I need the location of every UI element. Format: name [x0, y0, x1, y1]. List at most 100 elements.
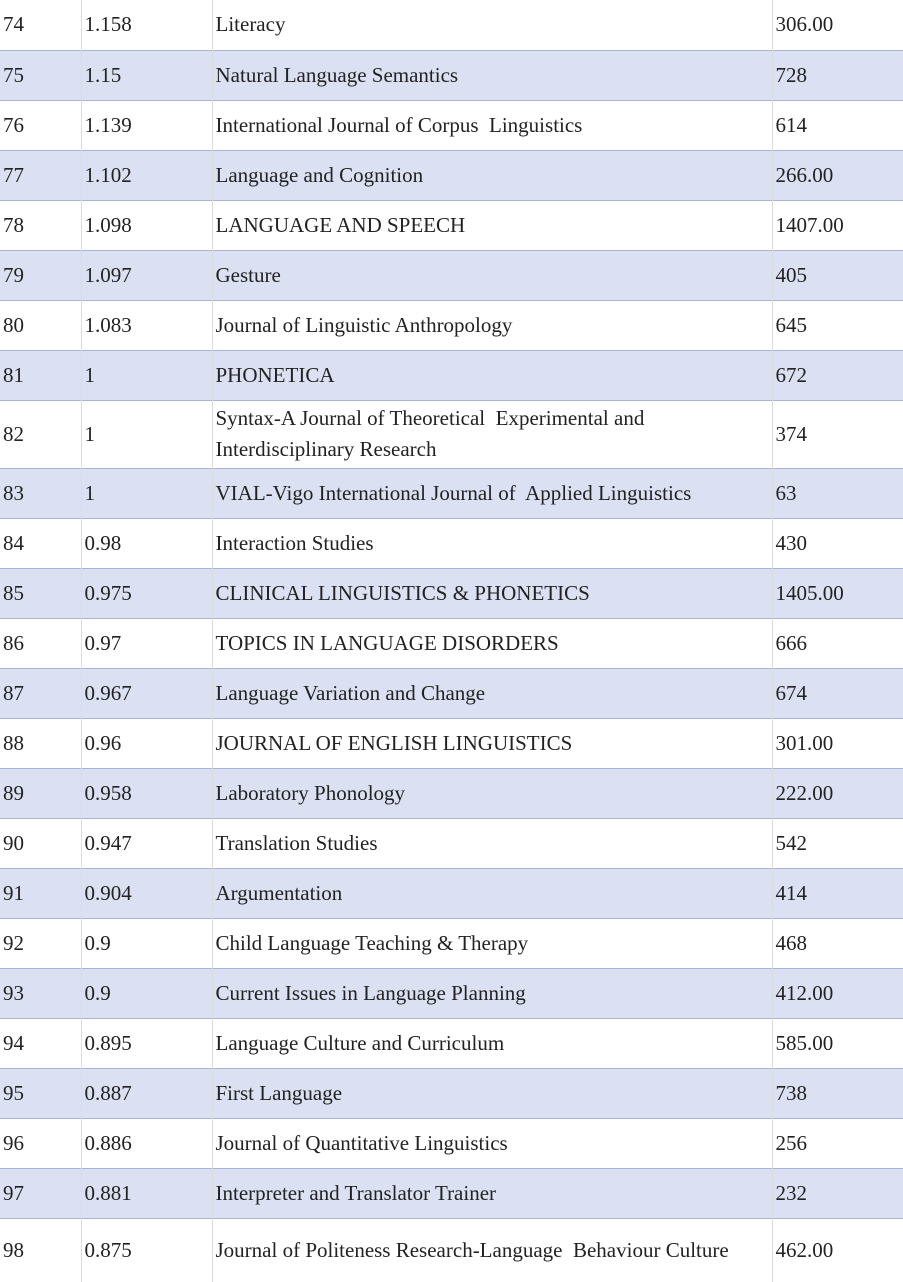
table-row: 88 0.96 JOURNAL OF ENGLISH LINGUISTICS 3…: [0, 717, 903, 768]
count-cell: 672: [771, 349, 903, 400]
table-row: 77 1.102 Language and Cognition 266.00: [0, 149, 903, 200]
rank-cell: 86: [0, 617, 81, 668]
journal-cell: Syntax-A Journal of Theoretical Experime…: [211, 399, 772, 468]
count-cell: 430: [771, 517, 903, 568]
table-row: 94 0.895 Language Culture and Curriculum…: [0, 1017, 903, 1068]
journal-cell: Laboratory Phonology: [211, 767, 772, 818]
score-cell: 1.139: [80, 99, 212, 150]
table-row: 98 0.875 Journal of Politeness Research-…: [0, 1217, 903, 1282]
rank-cell: 97: [0, 1167, 81, 1218]
journal-cell: Language Variation and Change: [211, 667, 772, 718]
journal-cell: Literacy: [211, 0, 772, 50]
score-cell: 0.96: [80, 717, 212, 768]
table-row: 96 0.886 Journal of Quantitative Linguis…: [0, 1117, 903, 1168]
table-row: 82 1 Syntax-A Journal of Theoretical Exp…: [0, 399, 903, 468]
journal-cell: Argumentation: [211, 867, 772, 918]
rank-cell: 91: [0, 867, 81, 918]
count-cell: 301.00: [771, 717, 903, 768]
table-row: 86 0.97 TOPICS IN LANGUAGE DISORDERS 666: [0, 617, 903, 668]
journal-cell: Language Culture and Curriculum: [211, 1017, 772, 1068]
journal-cell: Child Language Teaching & Therapy: [211, 917, 772, 968]
count-cell: 542: [771, 817, 903, 868]
journal-cell: Interaction Studies: [211, 517, 772, 568]
count-cell: 374: [771, 399, 903, 468]
journal-cell: International Journal of Corpus Linguist…: [211, 99, 772, 150]
journal-cell: Journal of Linguistic Anthropology: [211, 299, 772, 350]
table-row: 89 0.958 Laboratory Phonology 222.00: [0, 767, 903, 818]
rank-cell: 84: [0, 517, 81, 568]
table-row: 83 1 VIAL-Vigo International Journal of …: [0, 467, 903, 518]
journal-cell: Current Issues in Language Planning: [211, 967, 772, 1018]
score-cell: 0.9: [80, 967, 212, 1018]
rank-cell: 83: [0, 467, 81, 518]
rank-cell: 93: [0, 967, 81, 1018]
score-cell: 1: [80, 349, 212, 400]
score-cell: 0.98: [80, 517, 212, 568]
table-row: 87 0.967 Language Variation and Change 6…: [0, 667, 903, 718]
count-cell: 674: [771, 667, 903, 718]
table-row: 76 1.139 International Journal of Corpus…: [0, 99, 903, 150]
table-row: 78 1.098 LANGUAGE AND SPEECH 1407.00: [0, 199, 903, 250]
table-row: 95 0.887 First Language 738: [0, 1067, 903, 1118]
rank-cell: 77: [0, 149, 81, 200]
table-row: 74 1.158 Literacy 306.00: [0, 0, 903, 50]
score-cell: 1.098: [80, 199, 212, 250]
table-row: 80 1.083 Journal of Linguistic Anthropol…: [0, 299, 903, 350]
table-row: 84 0.98 Interaction Studies 430: [0, 517, 903, 568]
rank-cell: 96: [0, 1117, 81, 1168]
table-row: 92 0.9 Child Language Teaching & Therapy…: [0, 917, 903, 968]
rank-cell: 78: [0, 199, 81, 250]
rank-cell: 90: [0, 817, 81, 868]
rank-cell: 74: [3, 12, 24, 37]
journal-cell: Natural Language Semantics: [211, 49, 772, 100]
count-cell: 405: [771, 249, 903, 300]
table-row: 97 0.881 Interpreter and Translator Trai…: [0, 1167, 903, 1218]
table-row: 75 1.15 Natural Language Semantics 728: [0, 49, 903, 100]
journal-cell: Interpreter and Translator Trainer: [211, 1167, 772, 1218]
count-cell: 1407.00: [771, 199, 903, 250]
score-cell: 0.886: [80, 1117, 212, 1168]
score-cell: 0.947: [80, 817, 212, 868]
table-row: 91 0.904 Argumentation 414: [0, 867, 903, 918]
score-cell: 1.15: [80, 49, 212, 100]
rank-cell: 75: [0, 49, 81, 100]
count-cell: 614: [771, 99, 903, 150]
score-cell: 0.881: [80, 1167, 212, 1218]
score-cell: 0.875: [80, 1217, 212, 1282]
score-cell: 0.895: [80, 1017, 212, 1068]
journal-cell: JOURNAL OF ENGLISH LINGUISTICS: [211, 717, 772, 768]
count-cell: 585.00: [771, 1017, 903, 1068]
count-cell: 256: [771, 1117, 903, 1168]
count-cell: 266.00: [771, 149, 903, 200]
journal-cell: Journal of Quantitative Linguistics: [211, 1117, 772, 1168]
table-row: 85 0.975 CLINICAL LINGUISTICS & PHONETIC…: [0, 567, 903, 618]
rank-cell: 95: [0, 1067, 81, 1118]
journal-cell: TOPICS IN LANGUAGE DISORDERS: [211, 617, 772, 668]
count-cell: 728: [771, 49, 903, 100]
journal-cell: First Language: [211, 1067, 772, 1118]
count-cell: 222.00: [771, 767, 903, 818]
count-cell: 1405.00: [771, 567, 903, 618]
score-cell: 0.958: [80, 767, 212, 818]
count-cell: 63: [771, 467, 903, 518]
score-cell: 0.97: [80, 617, 212, 668]
rank-cell: 81: [0, 349, 81, 400]
score-cell: 1: [80, 399, 212, 468]
journal-cell: VIAL-Vigo International Journal of Appli…: [211, 467, 772, 518]
table-row: 93 0.9 Current Issues in Language Planni…: [0, 967, 903, 1018]
rank-cell: 94: [0, 1017, 81, 1068]
count-cell: 666: [771, 617, 903, 668]
table-row: 81 1 PHONETICA 672: [0, 349, 903, 400]
score-cell: 0.9: [80, 917, 212, 968]
score-cell: 1.102: [80, 149, 212, 200]
rank-cell: 98: [0, 1217, 81, 1282]
journal-cell: Language and Cognition: [211, 149, 772, 200]
rank-cell: 88: [0, 717, 81, 768]
rank-cell: 82: [0, 399, 81, 468]
journal-cell: Translation Studies: [211, 817, 772, 868]
score-cell: 0.967: [80, 667, 212, 718]
score-cell: 1.158: [80, 0, 212, 50]
rank-cell: 87: [0, 667, 81, 718]
journal-cell: Gesture: [211, 249, 772, 300]
